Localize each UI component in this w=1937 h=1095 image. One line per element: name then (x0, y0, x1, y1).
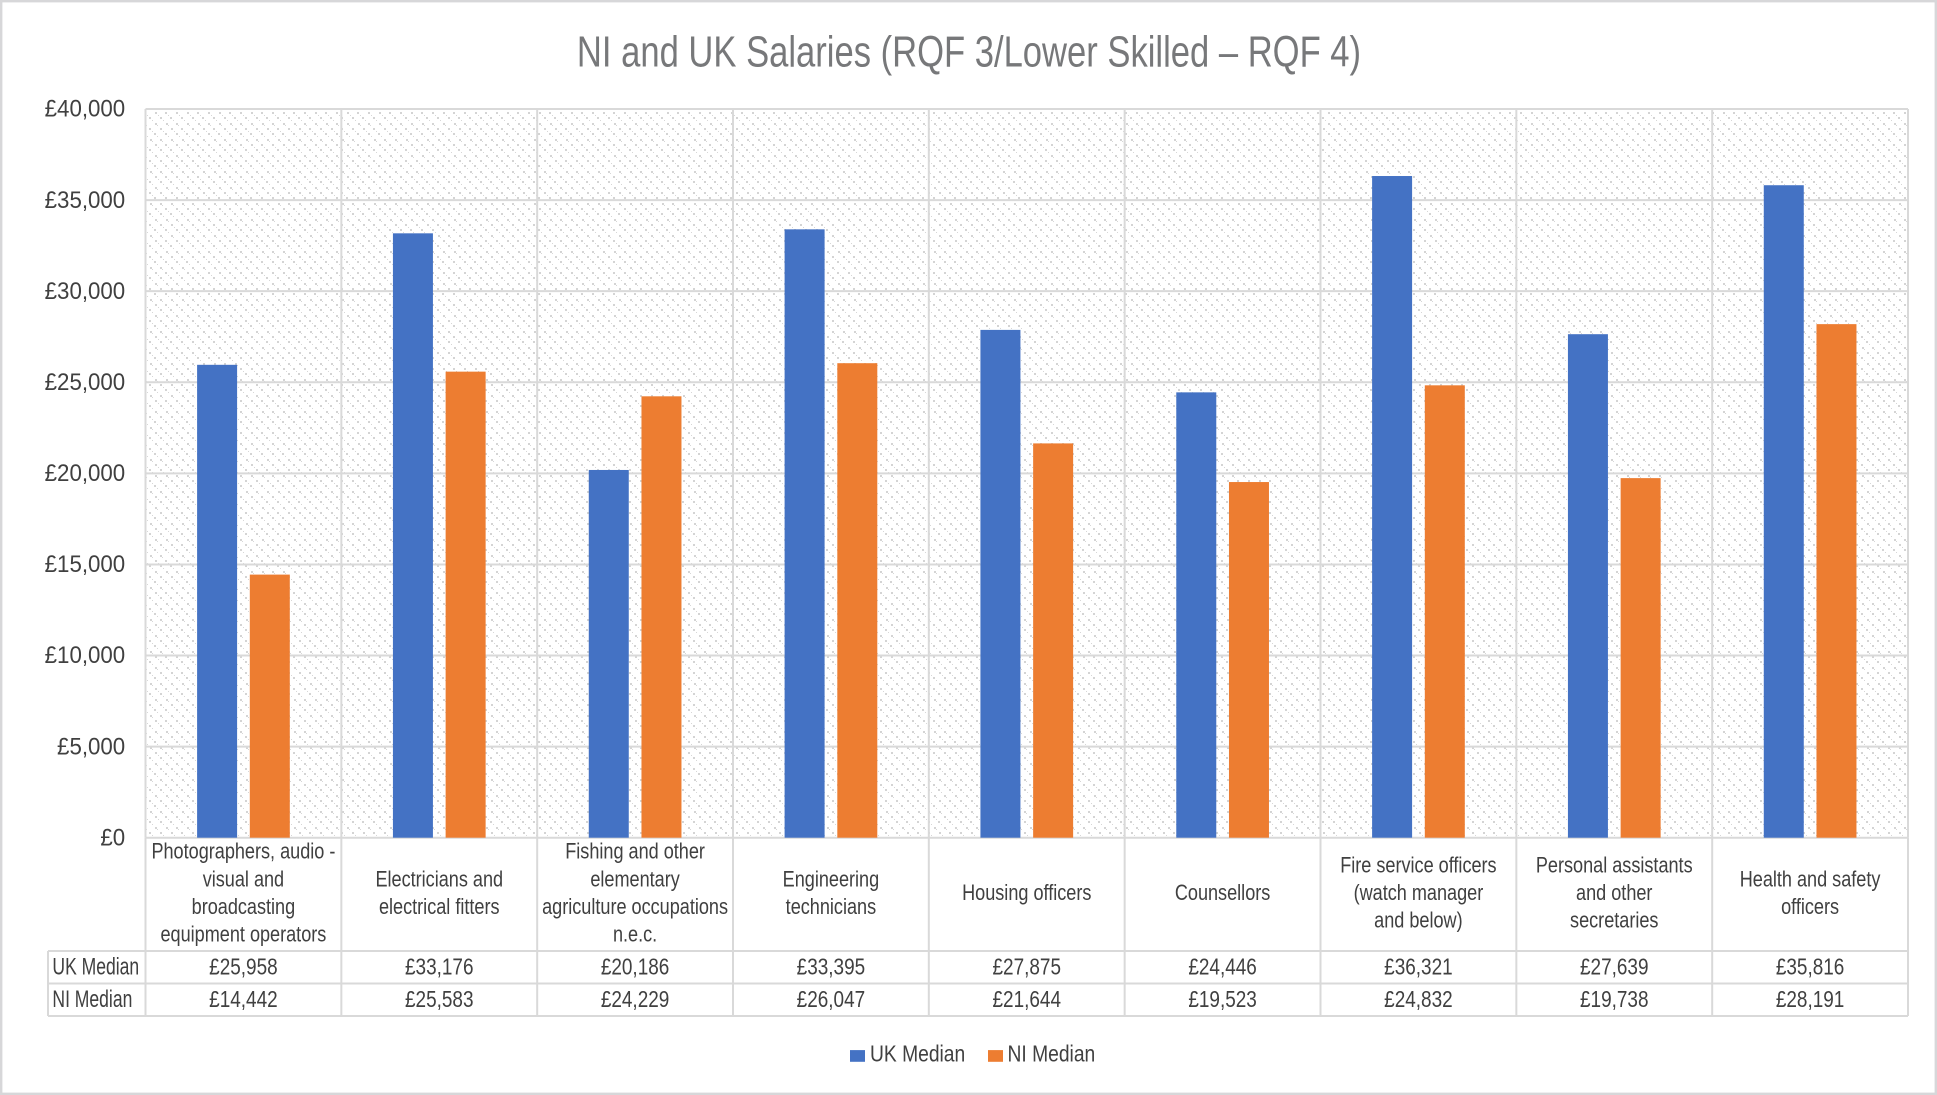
svg-text:broadcasting: broadcasting (192, 895, 296, 919)
svg-text:Health and safety: Health and safety (1740, 868, 1881, 892)
svg-text:technicians: technicians (786, 895, 876, 919)
svg-text:£20,186: £20,186 (601, 954, 669, 980)
svg-text:and other: and other (1576, 882, 1653, 906)
svg-text:£27,875: £27,875 (993, 954, 1061, 980)
svg-text:£14,442: £14,442 (209, 986, 277, 1012)
svg-text:Personal assistants: Personal assistants (1536, 854, 1693, 878)
svg-text:NI Median: NI Median (1008, 1041, 1096, 1067)
svg-text:(watch manager: (watch manager (1354, 882, 1484, 906)
svg-text:£24,832: £24,832 (1384, 986, 1452, 1012)
svg-text:£35,000: £35,000 (45, 186, 126, 213)
svg-text:NI and UK Salaries (RQF 3/Lowe: NI and UK Salaries (RQF 3/Lower Skilled … (577, 28, 1361, 77)
svg-text:£36,321: £36,321 (1384, 954, 1452, 980)
svg-text:Housing officers: Housing officers (962, 882, 1091, 906)
svg-text:elementary: elementary (590, 868, 679, 892)
svg-text:visual and: visual and (203, 868, 284, 892)
svg-text:£21,644: £21,644 (993, 986, 1062, 1012)
svg-text:£19,523: £19,523 (1188, 986, 1256, 1012)
svg-text:and below): and below) (1374, 909, 1462, 933)
svg-text:£5,000: £5,000 (57, 732, 125, 759)
svg-text:£26,047: £26,047 (797, 986, 865, 1012)
svg-text:n.e.c.: n.e.c. (613, 923, 657, 947)
svg-text:Fire service officers: Fire service officers (1340, 854, 1496, 878)
svg-text:£28,191: £28,191 (1776, 986, 1844, 1012)
svg-text:Electricians and: Electricians and (375, 868, 503, 892)
svg-text:£25,583: £25,583 (405, 986, 473, 1012)
svg-text:Engineering: Engineering (783, 868, 880, 892)
svg-text:Photographers, audio -: Photographers, audio - (151, 840, 335, 864)
svg-text:£40,000: £40,000 (45, 95, 126, 122)
svg-text:agriculture occupations: agriculture occupations (542, 895, 728, 919)
svg-text:UK Median: UK Median (52, 954, 139, 980)
svg-text:£15,000: £15,000 (45, 550, 126, 577)
svg-text:£20,000: £20,000 (45, 459, 126, 486)
svg-text:equipment operators: equipment operators (161, 923, 327, 947)
svg-text:Fishing and other: Fishing and other (565, 840, 705, 864)
svg-text:£19,738: £19,738 (1580, 986, 1648, 1012)
svg-text:£33,176: £33,176 (405, 954, 473, 980)
svg-text:£0: £0 (100, 823, 125, 850)
svg-text:Counsellors: Counsellors (1175, 882, 1270, 906)
svg-text:£25,958: £25,958 (209, 954, 277, 980)
svg-text:£30,000: £30,000 (45, 277, 126, 304)
svg-text:£10,000: £10,000 (45, 641, 126, 668)
svg-text:officers: officers (1781, 895, 1839, 919)
svg-text:£33,395: £33,395 (797, 954, 865, 980)
svg-text:£35,816: £35,816 (1776, 954, 1844, 980)
svg-text:£27,639: £27,639 (1580, 954, 1648, 980)
svg-text:£24,446: £24,446 (1188, 954, 1256, 980)
svg-text:£24,229: £24,229 (601, 986, 669, 1012)
svg-text:£25,000: £25,000 (45, 368, 126, 395)
svg-text:secretaries: secretaries (1570, 909, 1658, 933)
svg-text:NI Median: NI Median (52, 986, 132, 1012)
svg-text:electrical fitters: electrical fitters (379, 895, 500, 919)
svg-text:UK Median: UK Median (870, 1041, 965, 1067)
